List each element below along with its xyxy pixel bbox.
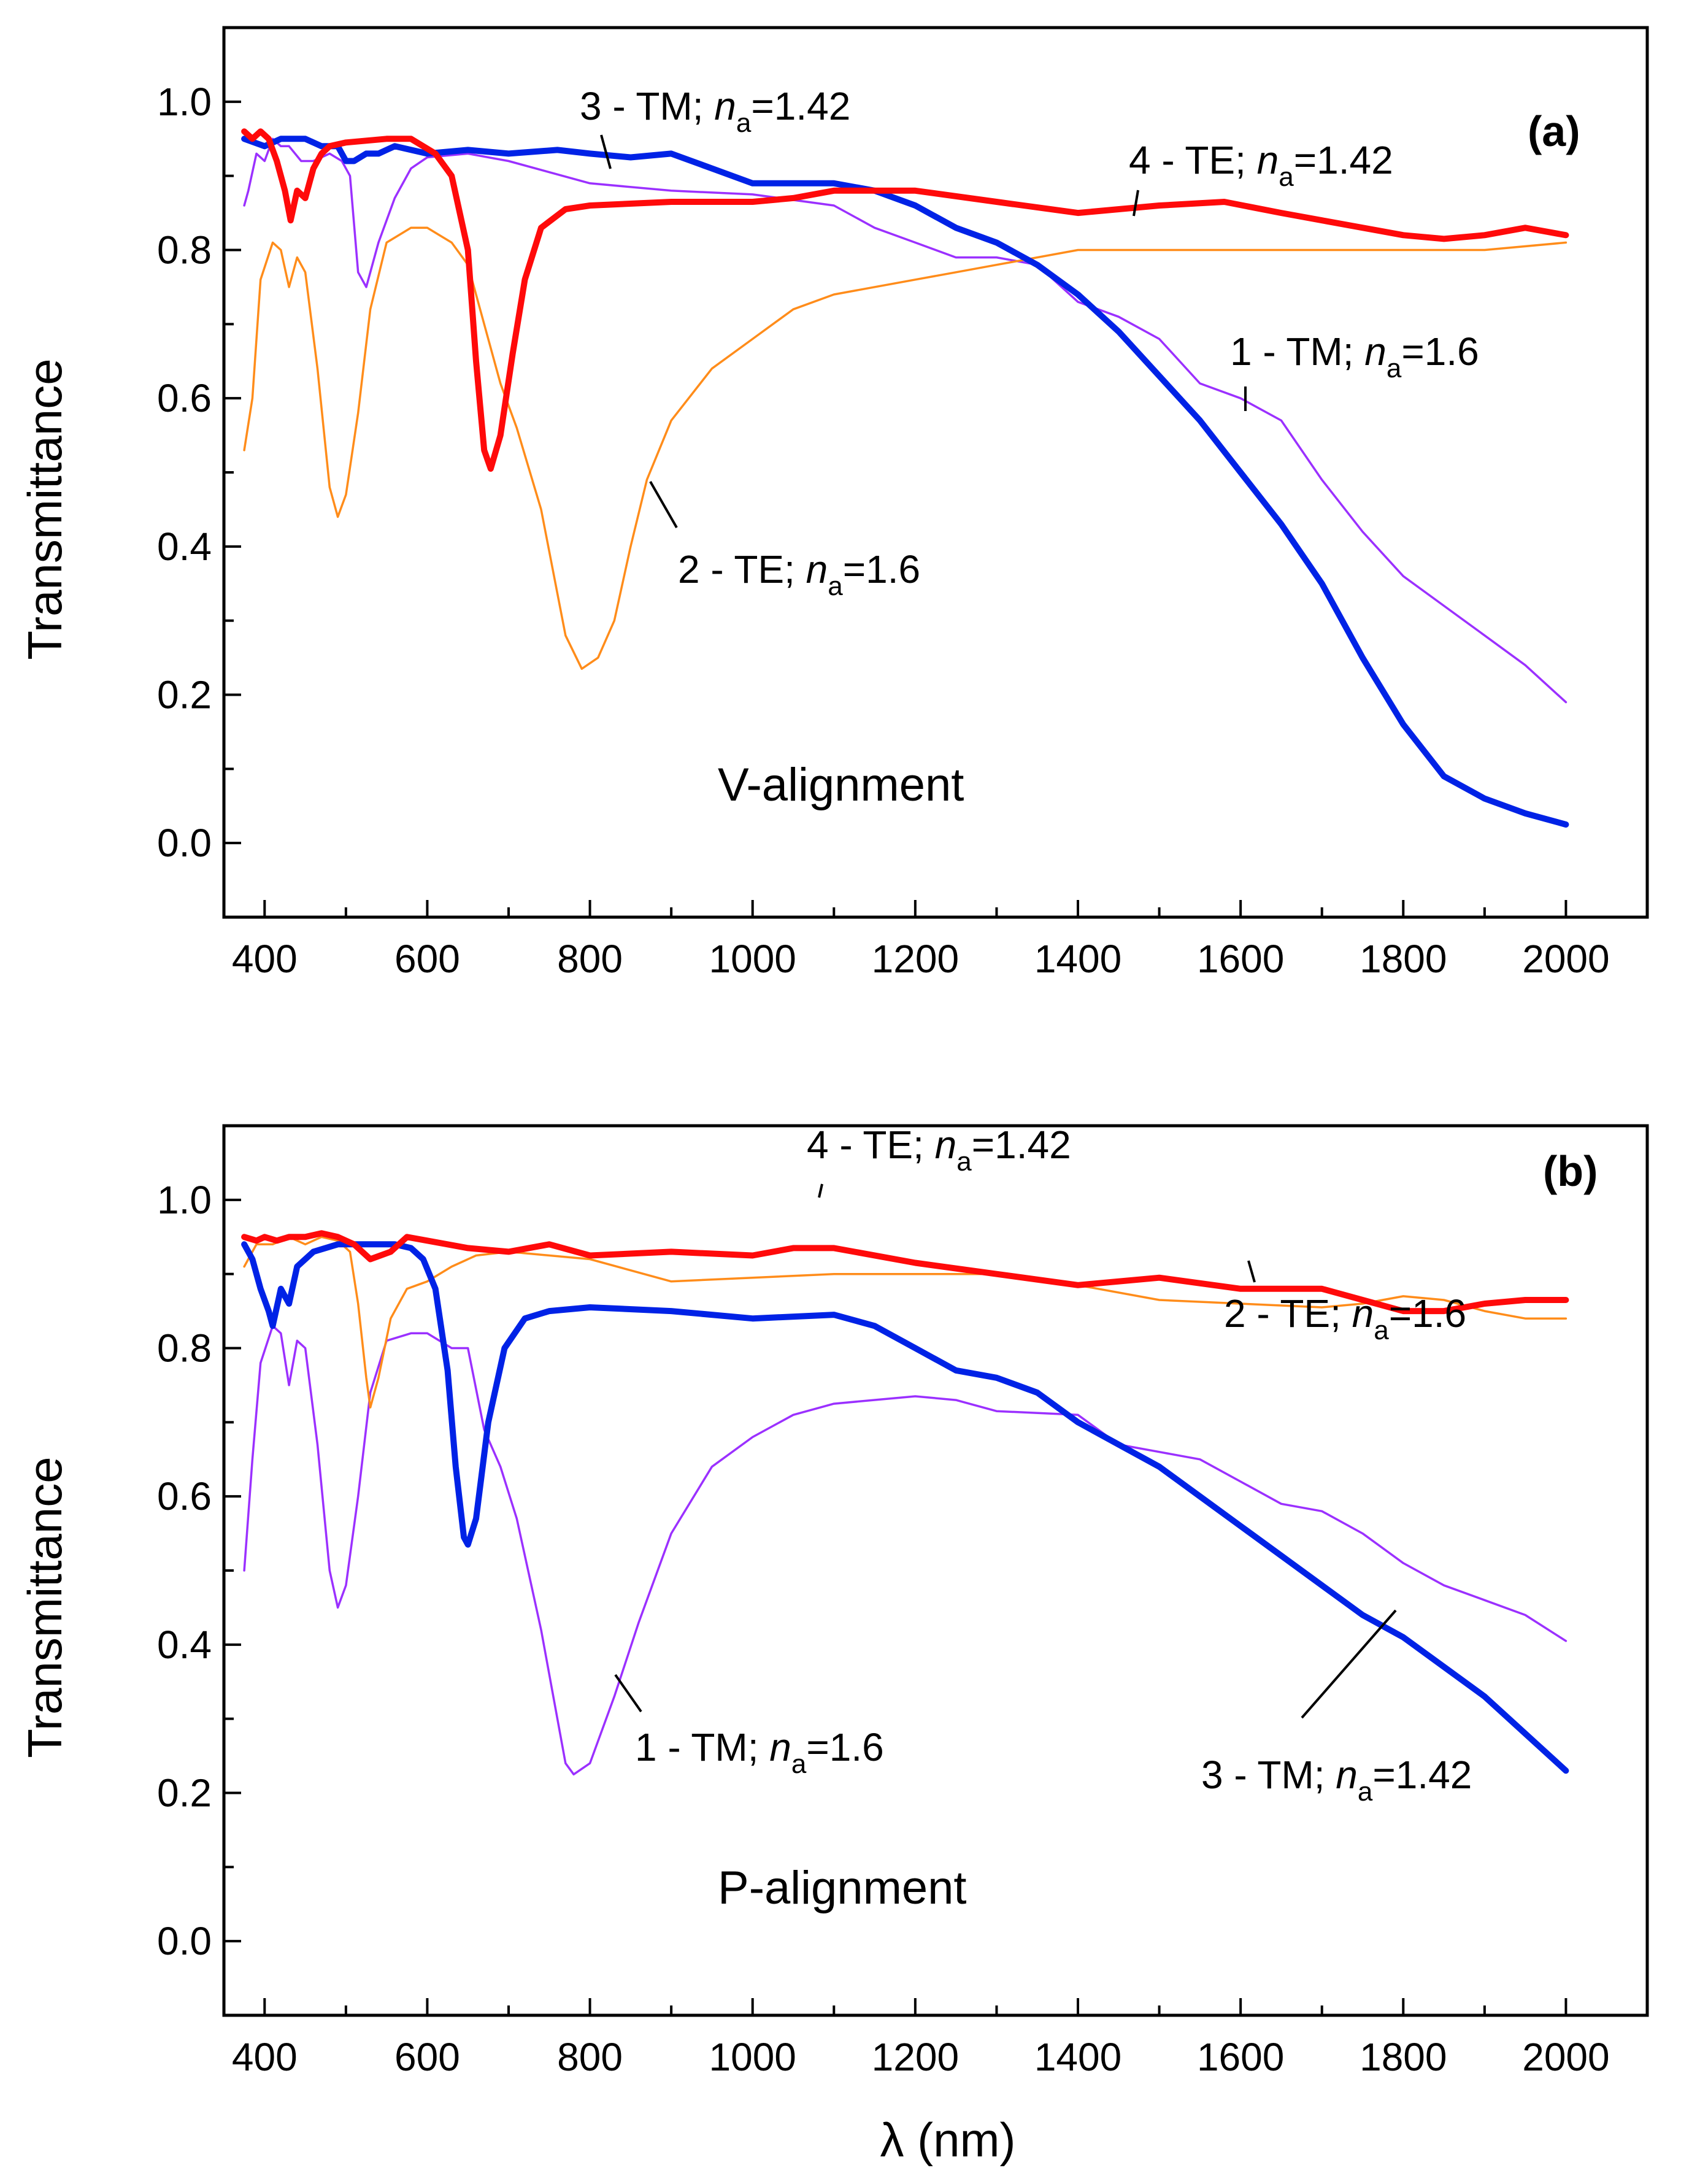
series-line-3-tm-b bbox=[241, 1241, 1569, 1774]
y-ticks-b: 0.0 0.2 0.4 0.6 0.8 1.0 bbox=[157, 1125, 241, 2017]
annotation-2-te-a: 2 - TE; na=1.6 bbox=[678, 547, 920, 601]
leader-4-te-b bbox=[818, 1183, 823, 1198]
x-axis-title: λ (nm) bbox=[880, 2113, 1016, 2167]
x-tick-label: 1600 bbox=[1197, 2035, 1284, 2079]
x-tick-label: 1000 bbox=[709, 2035, 796, 2079]
x-tick-label: 1600 bbox=[1197, 937, 1284, 981]
y-tick-label: 0.4 bbox=[157, 525, 212, 569]
x-tick-label: 1800 bbox=[1360, 2035, 1447, 2079]
y-axis-title-a: Transmittance bbox=[18, 358, 72, 659]
series-layer-a bbox=[241, 128, 1569, 828]
x-tick-label: 1000 bbox=[709, 937, 796, 981]
y-ticks-a: 0.0 0.2 0.4 0.6 0.8 1.0 bbox=[157, 26, 241, 918]
y-tick-label: 0.0 bbox=[157, 1919, 212, 1963]
panel-a: 0.0 0.2 0.4 0.6 0.8 1.0 400 600 800 1000 1200 1400… bbox=[18, 26, 1649, 981]
series-line-2-te-b bbox=[243, 1236, 1568, 1409]
x-ticks-b: 400 600 800 1000 1200 1400 1600 1800 2000 bbox=[232, 1998, 1648, 2079]
leader-3-tm-a bbox=[600, 134, 612, 169]
annotation-2-te-b: 2 - TE; na=1.6 bbox=[1224, 1291, 1466, 1345]
leader-2-te-a bbox=[649, 481, 678, 528]
y-tick-label: 0.6 bbox=[157, 1474, 212, 1518]
x-tick-label: 600 bbox=[394, 937, 460, 981]
y-axis-title-b: Transmittance bbox=[18, 1456, 72, 1758]
leader-3-tm-b bbox=[1301, 1609, 1397, 1719]
annotation-4-te-a: 4 - TE; na=1.42 bbox=[1129, 138, 1393, 192]
x-tick-label: 1200 bbox=[872, 2035, 959, 2079]
y-tick-label: 1.0 bbox=[157, 80, 212, 124]
annotation-4-te-b: 4 - TE; na=1.42 bbox=[807, 1123, 1071, 1177]
series-line-1-tm-b bbox=[243, 1325, 1568, 1776]
x-tick-label: 800 bbox=[557, 2035, 623, 2079]
alignment-label-a: V-alignment bbox=[718, 759, 964, 811]
annotation-leaders-b bbox=[614, 1183, 1397, 1719]
series-line-1-tm-a bbox=[243, 137, 1568, 704]
y-tick-label: 0.2 bbox=[157, 1771, 212, 1815]
x-tick-label: 1400 bbox=[1034, 937, 1121, 981]
x-ticks-a: 400 600 800 1000 1200 1400 1600 1800 2000 bbox=[232, 900, 1648, 981]
annotation-1-tm-a: 1 - TM; na=1.6 bbox=[1230, 329, 1479, 383]
x-tick-label: 2000 bbox=[1522, 2035, 1609, 2079]
panel-label-b: (b) bbox=[1543, 1147, 1598, 1195]
series-line-4-te-a bbox=[241, 128, 1569, 472]
leader-1-tm-b bbox=[614, 1674, 642, 1713]
annotation-3-tm-b: 3 - TM; na=1.42 bbox=[1201, 1753, 1472, 1807]
y-tick-label: 0.8 bbox=[157, 228, 212, 272]
leader-4-te-a bbox=[1133, 190, 1139, 217]
y-tick-label: 1.0 bbox=[157, 1178, 212, 1222]
y-tick-label: 0.4 bbox=[157, 1623, 212, 1667]
y-tick-label: 0.8 bbox=[157, 1326, 212, 1371]
panel-b: 0.0 0.2 0.4 0.6 0.8 1.0 400 600 800 1000 1200 1400… bbox=[18, 1123, 1649, 2167]
series-line-4-te-b bbox=[241, 1230, 1569, 1315]
x-tick-label: 1200 bbox=[872, 937, 959, 981]
x-tick-label: 1800 bbox=[1360, 937, 1447, 981]
series-line-3-tm-a bbox=[241, 136, 1569, 828]
x-tick-label: 400 bbox=[232, 2035, 298, 2079]
annotation-3-tm-a: 3 - TM; na=1.42 bbox=[580, 84, 850, 138]
x-tick-label: 1400 bbox=[1034, 2035, 1121, 2079]
series-line-2-te-a bbox=[243, 226, 1568, 670]
y-tick-label: 0.6 bbox=[157, 376, 212, 420]
annotation-1-tm-b: 1 - TM; na=1.6 bbox=[635, 1725, 884, 1779]
panel-label-a: (a) bbox=[1528, 107, 1580, 155]
x-tick-label: 600 bbox=[394, 2035, 460, 2079]
y-tick-label: 0.2 bbox=[157, 673, 212, 717]
x-tick-label: 800 bbox=[557, 937, 623, 981]
annotation-leaders-a bbox=[600, 134, 1247, 528]
y-tick-label: 0.0 bbox=[157, 821, 212, 865]
series-layer-b bbox=[241, 1230, 1569, 1776]
leader-2-te-b bbox=[1247, 1260, 1256, 1283]
x-tick-label: 400 bbox=[232, 937, 298, 981]
alignment-label-b: P-alignment bbox=[718, 1862, 967, 1914]
x-tick-label: 2000 bbox=[1522, 937, 1609, 981]
